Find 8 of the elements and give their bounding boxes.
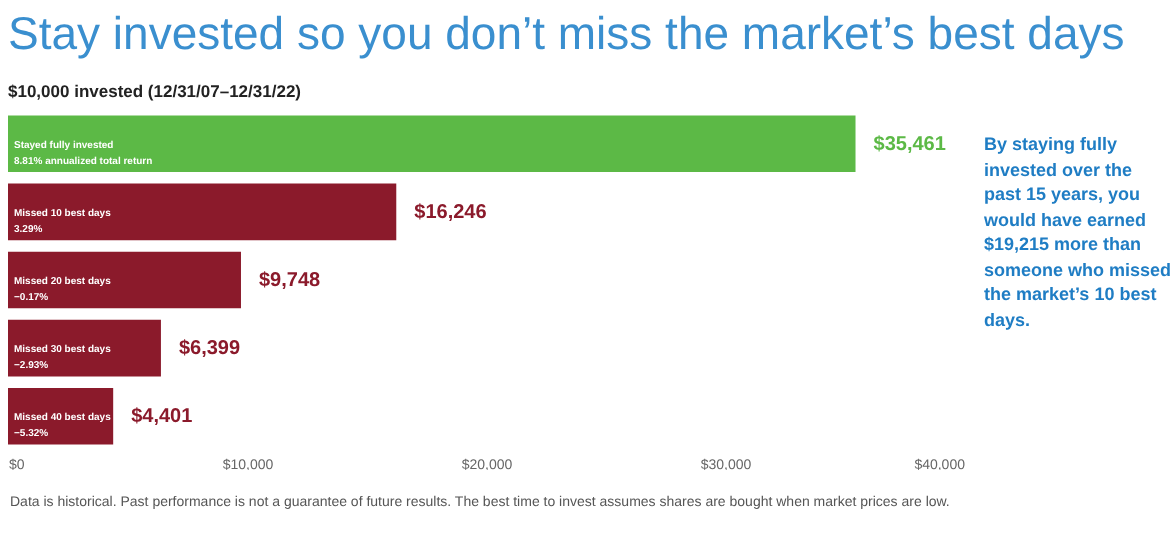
chart-title: Stay invested so you don’t miss the market’s best days	[8, 7, 1125, 59]
data-label: $6,399	[178, 338, 241, 361]
data-label: $4,401	[131, 406, 194, 429]
text: By staying fully invested over the past 15 years, you would have earned $19,215 more than someone who missed the market’s 10 best days.	[984, 132, 1172, 332]
chart-subtitle: $10,000 invested (12/31/07–12/31/22)	[8, 81, 302, 101]
data-label: $9,748	[258, 270, 322, 292]
data-label: $16,246	[414, 201, 488, 224]
data-label: $35,461	[873, 133, 947, 156]
